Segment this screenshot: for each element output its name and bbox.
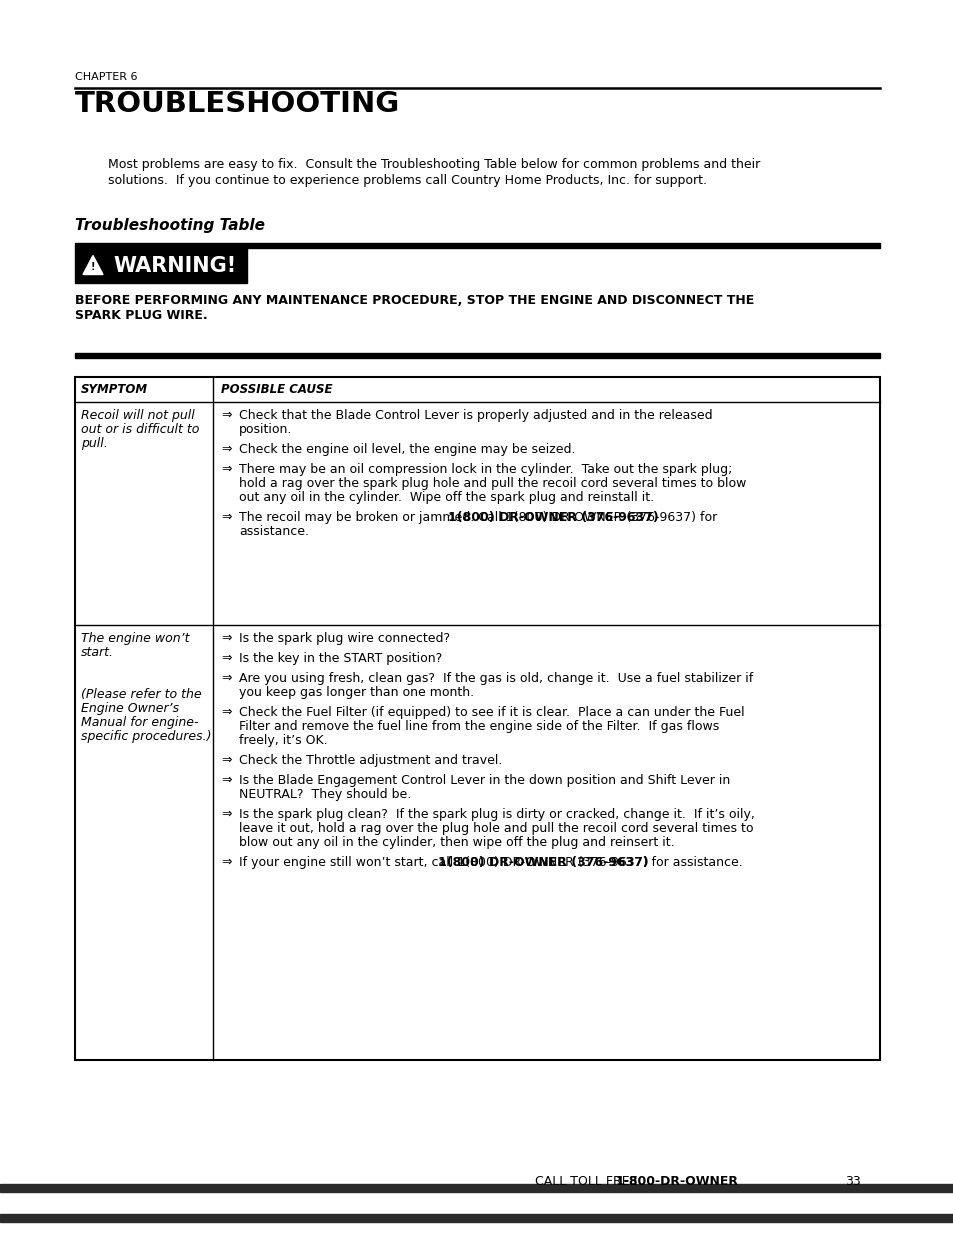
Text: hold a rag over the spark plug hole and pull the recoil cord several times to bl: hold a rag over the spark plug hole and … xyxy=(239,477,745,490)
Bar xyxy=(75,377,879,1060)
Text: Engine Owner’s: Engine Owner’s xyxy=(81,701,179,715)
Bar xyxy=(75,243,879,248)
Text: There may be an oil compression lock in the cylinder.  Take out the spark plug;: There may be an oil compression lock in … xyxy=(239,463,732,475)
Text: Check that the Blade Control Lever is properly adjusted and in the released: Check that the Blade Control Lever is pr… xyxy=(239,409,712,422)
Text: Most problems are easy to fix.  Consult the Troubleshooting Table below for comm: Most problems are easy to fix. Consult t… xyxy=(108,158,760,170)
Text: position.: position. xyxy=(239,424,292,436)
Text: CALL TOLL FREE: CALL TOLL FREE xyxy=(535,1174,640,1188)
Text: The recoil may be broken or jammed. Call 1(800) DR-OWNER (376-9637) for: The recoil may be broken or jammed. Call… xyxy=(239,511,717,524)
Text: Check the Throttle adjustment and travel.: Check the Throttle adjustment and travel… xyxy=(239,755,502,767)
Text: ⇒: ⇒ xyxy=(221,672,232,685)
Bar xyxy=(75,353,879,358)
Text: POSSIBLE CAUSE: POSSIBLE CAUSE xyxy=(221,383,333,396)
Text: 1(800) DR-OWNER (376-9637): 1(800) DR-OWNER (376-9637) xyxy=(437,856,648,869)
Text: Check the engine oil level, the engine may be seized.: Check the engine oil level, the engine m… xyxy=(239,443,575,456)
Bar xyxy=(75,248,247,283)
Text: NEUTRAL?  They should be.: NEUTRAL? They should be. xyxy=(239,788,411,802)
Text: Is the key in the START position?: Is the key in the START position? xyxy=(239,652,442,664)
Text: ⇒: ⇒ xyxy=(221,774,232,787)
Text: Is the Blade Engagement Control Lever in the down position and Shift Lever in: Is the Blade Engagement Control Lever in… xyxy=(239,774,729,787)
Text: If your engine still won’t start, call 1(800) DR-OWNER (376-9637) for assistance: If your engine still won’t start, call 1… xyxy=(239,856,742,869)
Text: leave it out, hold a rag over the plug hole and pull the recoil cord several tim: leave it out, hold a rag over the plug h… xyxy=(239,823,753,835)
Text: Manual for engine-: Manual for engine- xyxy=(81,716,198,729)
Text: blow out any oil in the cylinder, then wipe off the plug and reinsert it.: blow out any oil in the cylinder, then w… xyxy=(239,836,674,848)
Text: ⇒: ⇒ xyxy=(221,652,232,664)
Text: ⇒: ⇒ xyxy=(221,463,232,475)
Text: out or is difficult to: out or is difficult to xyxy=(81,424,199,436)
Polygon shape xyxy=(83,256,103,274)
Text: 33: 33 xyxy=(844,1174,860,1188)
Text: out any oil in the cylinder.  Wipe off the spark plug and reinstall it.: out any oil in the cylinder. Wipe off th… xyxy=(239,492,654,504)
Text: ⇒: ⇒ xyxy=(221,443,232,456)
Text: The engine won’t: The engine won’t xyxy=(81,632,190,645)
Text: start.: start. xyxy=(81,646,113,659)
Text: SPARK PLUG WIRE.: SPARK PLUG WIRE. xyxy=(75,309,208,322)
Text: 1(800) DR-OWNER (376-9637): 1(800) DR-OWNER (376-9637) xyxy=(448,511,659,524)
Text: assistance.: assistance. xyxy=(239,525,309,538)
Text: Filter and remove the fuel line from the engine side of the Filter.  If gas flow: Filter and remove the fuel line from the… xyxy=(239,720,719,734)
Text: CHAPTER 6: CHAPTER 6 xyxy=(75,72,137,82)
Text: specific procedures.): specific procedures.) xyxy=(81,730,212,743)
Text: pull.: pull. xyxy=(81,437,108,450)
Text: ⇒: ⇒ xyxy=(221,632,232,645)
Bar xyxy=(0,1214,953,1221)
Text: WARNING!: WARNING! xyxy=(112,256,236,275)
Text: ⇒: ⇒ xyxy=(221,808,232,821)
Text: ⇒: ⇒ xyxy=(221,755,232,767)
Text: 1-800-DR-OWNER: 1-800-DR-OWNER xyxy=(616,1174,739,1188)
Text: ⇒: ⇒ xyxy=(221,856,232,869)
Text: Check the Fuel Filter (if equipped) to see if it is clear.  Place a can under th: Check the Fuel Filter (if equipped) to s… xyxy=(239,706,744,719)
Text: Is the spark plug wire connected?: Is the spark plug wire connected? xyxy=(239,632,450,645)
Text: Troubleshooting Table: Troubleshooting Table xyxy=(75,219,265,233)
Bar xyxy=(0,1184,953,1192)
Text: !: ! xyxy=(91,262,95,272)
Text: SYMPTOM: SYMPTOM xyxy=(81,383,148,396)
Text: ⇒: ⇒ xyxy=(221,511,232,524)
Text: BEFORE PERFORMING ANY MAINTENANCE PROCEDURE, STOP THE ENGINE AND DISCONNECT THE: BEFORE PERFORMING ANY MAINTENANCE PROCED… xyxy=(75,294,754,308)
Text: you keep gas longer than one month.: you keep gas longer than one month. xyxy=(239,685,474,699)
Text: Recoil will not pull: Recoil will not pull xyxy=(81,409,194,422)
Text: Is the spark plug clean?  If the spark plug is dirty or cracked, change it.  If : Is the spark plug clean? If the spark pl… xyxy=(239,808,754,821)
Text: (Please refer to the: (Please refer to the xyxy=(81,688,201,701)
Text: Are you using fresh, clean gas?  If the gas is old, change it.  Use a fuel stabi: Are you using fresh, clean gas? If the g… xyxy=(239,672,753,685)
Text: freely, it’s OK.: freely, it’s OK. xyxy=(239,734,327,747)
Text: solutions.  If you continue to experience problems call Country Home Products, I: solutions. If you continue to experience… xyxy=(108,174,706,186)
Text: ⇒: ⇒ xyxy=(221,706,232,719)
Text: ⇒: ⇒ xyxy=(221,409,232,422)
Text: TROUBLESHOOTING: TROUBLESHOOTING xyxy=(75,90,400,119)
